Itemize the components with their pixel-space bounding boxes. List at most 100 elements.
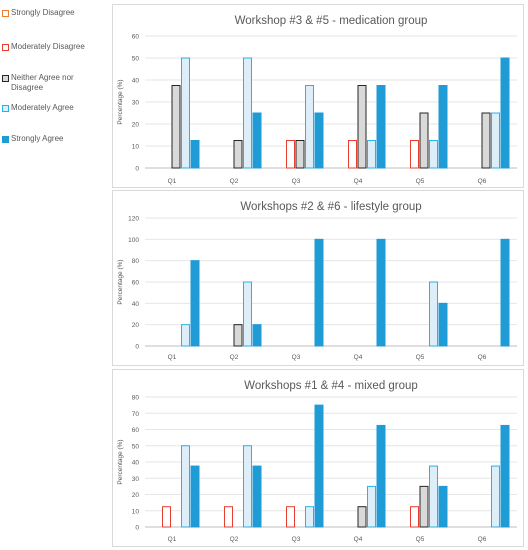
y-tick-label: 60 [132,280,140,287]
bar [410,140,419,169]
y-tick-label: 0 [135,525,139,532]
bar [419,485,429,528]
x-tick-label: Q6 [478,536,487,543]
legend-swatch-strongly-agree [2,136,9,143]
bar [224,506,233,528]
bar [295,140,305,169]
y-axis-label: Percentage (%) [117,439,124,484]
bar [429,281,438,347]
bar [190,140,200,169]
legend-item-strongly-agree: Strongly Agree [2,134,109,144]
bar [243,281,252,347]
x-tick-label: Q2 [230,178,239,185]
bar [252,465,262,528]
legend-item-neither: Neither Agree nor Disagree [2,73,91,93]
y-tick-label: 70 [132,411,140,418]
legend-swatch-neither [2,75,9,82]
y-tick-label: 20 [132,322,140,329]
x-tick-label: Q4 [354,178,363,185]
y-tick-label: 50 [132,56,140,63]
y-axis-label: Percentage (%) [117,259,124,304]
legend-item-moderately-agree: Moderately Agree [2,103,109,113]
y-tick-label: 10 [132,144,140,151]
bar [243,57,252,169]
y-tick-label: 80 [132,258,140,265]
x-tick-label: Q2 [230,354,239,361]
bar [500,424,510,528]
bar [500,238,510,347]
y-tick-label: 60 [132,34,140,41]
y-tick-label: 120 [128,216,139,223]
chart-title: Workshops #2 & #6 - lifestyle group [240,201,421,213]
bar [500,57,510,169]
chart-title: Workshop #3 & #5 - medication group [235,15,428,27]
chart-mixed: Workshops #1 & #4 - mixed group 0 10 20 30 40… [117,380,517,543]
legend-label: Strongly Agree [11,134,64,143]
bar [367,140,376,169]
bar [491,465,500,528]
x-tick-label: Q4 [354,536,363,543]
x-tick-label: Q3 [292,178,301,185]
legend-label: Moderately Agree [11,103,74,112]
x-tick-label: Q5 [416,354,425,361]
bar [429,140,438,169]
bar [481,112,491,169]
bar [233,140,243,169]
legend-swatch-moderately-disagree [2,44,9,51]
x-tick-label: Q6 [478,178,487,185]
bar [314,112,324,169]
bar [376,238,386,347]
bar [376,85,386,169]
bar [438,485,448,528]
y-tick-label: 30 [132,100,140,107]
y-tick-label: 20 [132,492,140,499]
bar [419,112,429,169]
bar [429,465,438,528]
bar [181,57,190,169]
chart-panel-mixed: Workshops #1 & #4 - mixed group 0 10 20 30 40… [112,369,524,547]
x-tick-label: Q4 [354,354,363,361]
bar [171,85,181,169]
x-tick-label: Q5 [416,178,425,185]
bar [286,506,295,528]
bar [190,465,200,528]
y-tick-label: 50 [132,443,140,450]
y-tick-label: 20 [132,122,140,129]
bar [181,324,190,347]
x-tick-label: Q3 [292,354,301,361]
legend-item-moderately-disagree: Moderately Disagree [2,42,109,52]
y-axis-label: Percentage (%) [117,79,124,124]
bar [438,85,448,169]
bar [367,485,376,528]
bar [233,324,243,347]
legend-label: Neither Agree nor Disagree [11,73,74,92]
legend-label: Strongly Disagree [11,8,75,17]
y-tick-label: 100 [128,237,139,244]
x-tick-label: Q6 [478,354,487,361]
legend-swatch-moderately-agree [2,105,9,112]
bar [190,260,200,347]
legend-swatch-strongly-disagree [2,10,9,17]
chart-title: Workshops #1 & #4 - mixed group [244,380,418,392]
y-tick-label: 10 [132,508,140,515]
y-tick-label: 60 [132,427,140,434]
y-tick-label: 0 [135,344,139,351]
x-tick-label: Q1 [168,536,177,543]
y-tick-label: 40 [132,78,140,85]
bar [376,424,386,528]
legend-label: Moderately Disagree [11,42,85,51]
y-tick-label: 40 [132,301,140,308]
x-tick-label: Q5 [416,536,425,543]
bar [314,238,324,347]
bar [438,302,448,347]
y-tick-label: 80 [132,395,140,402]
bar [491,112,500,169]
bar [286,140,295,169]
x-tick-label: Q1 [168,354,177,361]
bar [181,445,190,528]
bar [243,445,252,528]
bar [357,506,367,528]
bar [357,85,367,169]
x-tick-label: Q1 [168,178,177,185]
chart-panel-lifestyle: Workshops #2 & #6 - lifestyle group 0 20 40… [112,190,524,366]
